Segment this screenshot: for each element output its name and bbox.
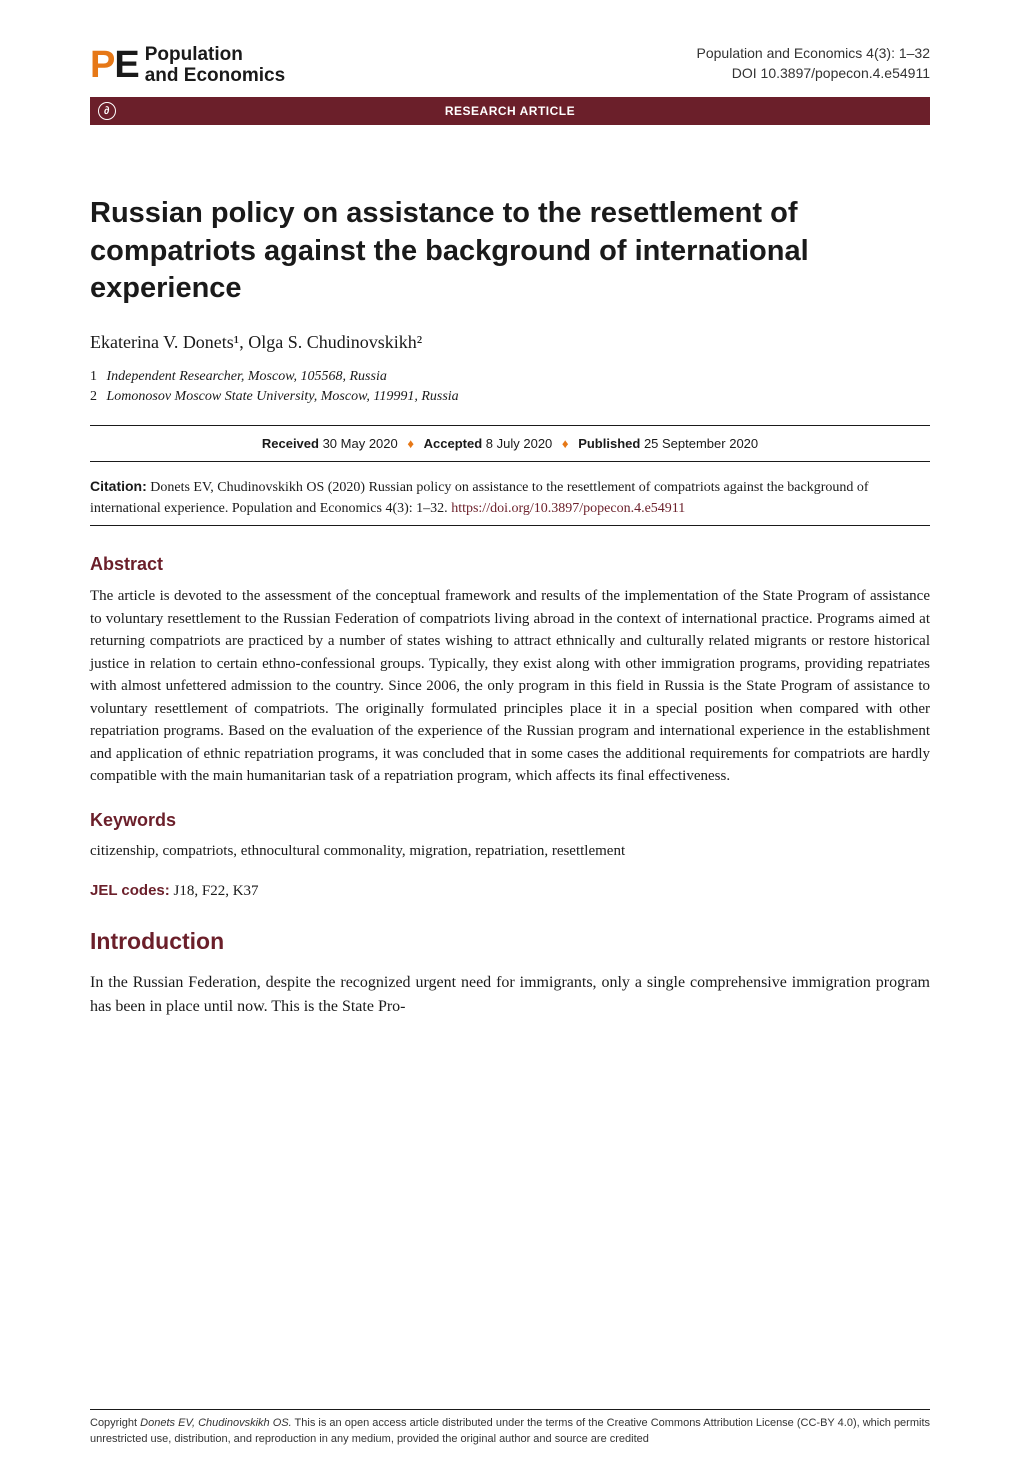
open-access-icon: ∂ — [98, 102, 116, 120]
banner-label: RESEARCH ARTICLE — [445, 104, 575, 118]
keywords-heading: Keywords — [90, 810, 930, 831]
copyright-authors: Donets EV, Chudinovskikh OS. — [140, 1417, 292, 1429]
affil-num: 2 — [90, 389, 97, 404]
abstract-heading: Abstract — [90, 554, 930, 575]
logo-e: E — [114, 44, 138, 86]
journal-ref: Population and Economics 4(3): 1–32 — [697, 44, 930, 64]
journal-logo: PE Population and Economics — [90, 44, 285, 87]
jel-label: JEL codes: — [90, 882, 170, 899]
affil-text: Lomonosov Moscow State University, Mosco… — [107, 389, 459, 404]
diamond-icon: ♦ — [407, 436, 414, 451]
divider — [90, 525, 930, 526]
page-header: PE Population and Economics Population a… — [90, 44, 930, 87]
jel-codes: JEL codes: J18, F22, K37 — [90, 882, 930, 900]
introduction-heading: Introduction — [90, 928, 930, 955]
citation: Citation: Donets EV, Chudinovskikh OS (2… — [90, 476, 930, 519]
jel-text: J18, F22, K37 — [170, 883, 259, 899]
published-label: Published — [578, 436, 640, 451]
affil-text: Independent Researcher, Moscow, 105568, … — [107, 369, 387, 384]
logo-mark: PE — [90, 44, 139, 87]
copyright-label: Copyright — [90, 1417, 140, 1429]
logo-text: Population and Economics — [145, 45, 285, 87]
abstract-text: The article is devoted to the assessment… — [90, 585, 930, 788]
logo-line2: and Economics — [145, 65, 285, 86]
authors: Ekaterina V. Donets¹, Olga S. Chudinovsk… — [90, 332, 930, 353]
diamond-icon: ♦ — [562, 436, 569, 451]
citation-link[interactable]: https://doi.org/10.3897/popecon.4.e54911 — [451, 501, 685, 516]
logo-p: P — [90, 44, 114, 86]
logo-line1: Population — [145, 44, 243, 65]
affil-num: 1 — [90, 369, 97, 384]
affiliation-1: 1 Independent Researcher, Moscow, 105568… — [90, 369, 930, 385]
accepted-date: 8 July 2020 — [486, 436, 553, 451]
article-type-banner: ∂ RESEARCH ARTICLE — [90, 97, 930, 125]
received-date: 30 May 2020 — [323, 436, 398, 451]
header-meta: Population and Economics 4(3): 1–32 DOI … — [697, 44, 930, 83]
publication-dates: Received 30 May 2020 ♦ Accepted 8 July 2… — [90, 425, 930, 462]
accepted-label: Accepted — [424, 436, 483, 451]
introduction-text: In the Russian Federation, despite the r… — [90, 971, 930, 1021]
received-label: Received — [262, 436, 319, 451]
article-title: Russian policy on assistance to the rese… — [90, 195, 930, 308]
doi: DOI 10.3897/popecon.4.e54911 — [697, 64, 930, 84]
published-date: 25 September 2020 — [644, 436, 758, 451]
affiliation-2: 2 Lomonosov Moscow State University, Mos… — [90, 389, 930, 405]
citation-label: Citation: — [90, 478, 147, 494]
keywords-text: citizenship, compatriots, ethnocultural … — [90, 841, 930, 862]
copyright-footer: Copyright Donets EV, Chudinovskikh OS. T… — [90, 1409, 930, 1447]
